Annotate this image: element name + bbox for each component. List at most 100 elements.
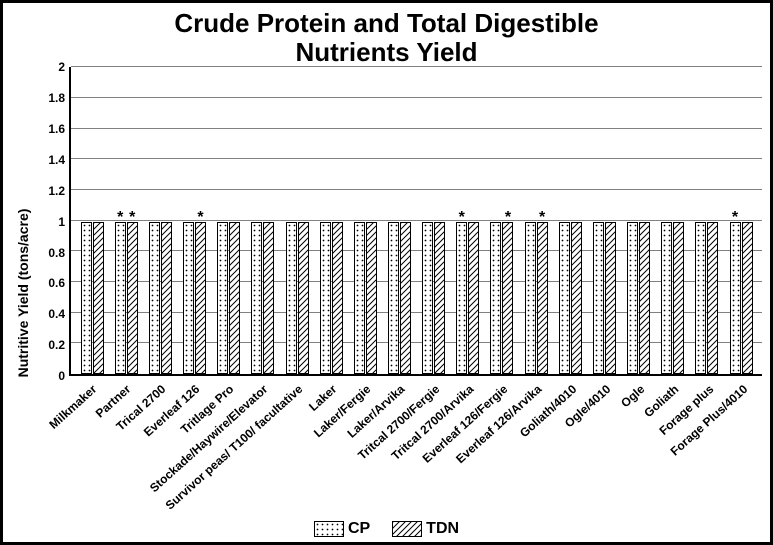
x-label-slot: Survivor peas/ T100/ facultative [279, 376, 313, 518]
bar-group: * [485, 222, 519, 374]
bar-tdn [605, 222, 616, 374]
y-tick: 1.8 [48, 91, 65, 105]
x-label-slot: Forage plus [690, 376, 724, 518]
bar-cp [422, 222, 433, 374]
bar-tdn [400, 222, 411, 374]
bar-group: * [177, 222, 211, 374]
bar-cp [149, 222, 160, 374]
legend-item-cp: CP [314, 520, 370, 538]
significance-star: * [539, 209, 545, 227]
significance-star: * [129, 209, 135, 227]
bar-cp: * [456, 222, 467, 374]
x-label-slot: Goliath/4010 [553, 376, 587, 518]
bar-group [246, 222, 280, 374]
bar-tdn [742, 222, 753, 374]
bar-group [348, 222, 382, 374]
bar-group [553, 222, 587, 374]
bar-cp [251, 222, 262, 374]
bar-group [587, 222, 621, 374]
x-labels: MilkmakerPartnerTrical 2700Everleaf 126T… [69, 376, 762, 518]
bar-group [382, 222, 416, 374]
legend: CP TDN [11, 518, 762, 538]
bar-group [143, 222, 177, 374]
bar-cp [388, 222, 399, 374]
bar-cp [354, 222, 365, 374]
bar-tdn: * [537, 222, 548, 374]
bar-tdn [93, 222, 104, 374]
significance-star: * [459, 209, 465, 227]
x-label-slot: Everleaf 126/Fergie [484, 376, 518, 518]
chart-title: Crude Protein and Total Digestible Nutri… [11, 9, 762, 67]
bar-tdn [161, 222, 172, 374]
bar-cp [183, 222, 194, 374]
bar-group: ** [109, 222, 143, 374]
bar-group [75, 222, 109, 374]
bar-tdn [263, 222, 274, 374]
significance-star: * [732, 209, 738, 227]
bar-group [690, 222, 724, 374]
bar-cp [81, 222, 92, 374]
grid-zone: 00.20.40.60.811.21.41.61.82 ******* [35, 67, 762, 376]
x-labels-inner: MilkmakerPartnerTrical 2700Everleaf 126T… [69, 376, 762, 518]
bar-tdn [468, 222, 479, 374]
y-axis-label: Nutritive Yield (tons/acre) [15, 208, 31, 377]
bar-tdn: * [127, 222, 138, 374]
plot-row: Nutritive Yield (tons/acre) 00.20.40.60.… [11, 67, 762, 518]
significance-star: * [505, 209, 511, 227]
y-axis-label-wrap: Nutritive Yield (tons/acre) [11, 67, 35, 518]
bar-tdn [707, 222, 718, 374]
bar-tdn [639, 222, 650, 374]
bar-cp: * [730, 222, 741, 374]
bar-cp [559, 222, 570, 374]
bar-group [622, 222, 656, 374]
bar-tdn [434, 222, 445, 374]
y-tick: 0.2 [48, 338, 65, 352]
bar-group [656, 222, 690, 374]
x-label-slot: Forage Plus/4010 [724, 376, 758, 518]
y-tick: 2 [58, 60, 65, 74]
legend-label-cp: CP [348, 520, 370, 537]
bars-container: ******* [71, 67, 762, 374]
bar-cp [525, 222, 536, 374]
plot-area: ******* [69, 67, 762, 376]
bar-tdn [229, 222, 240, 374]
bar-group [417, 222, 451, 374]
bar-tdn [332, 222, 343, 374]
bar-cp [695, 222, 706, 374]
y-tick: 1 [58, 215, 65, 229]
bar-cp [490, 222, 501, 374]
bar-group: * [724, 222, 758, 374]
chart-frame: Crude Protein and Total Digestible Nutri… [0, 0, 773, 545]
legend-label-tdn: TDN [426, 520, 459, 537]
bar-cp [593, 222, 604, 374]
bar-tdn: * [195, 222, 206, 374]
x-label-slot: Everleaf 126/Arvika [518, 376, 552, 518]
y-tick: 0.8 [48, 246, 65, 260]
axis-zone: 00.20.40.60.811.21.41.61.82 ******* Milk… [35, 67, 762, 518]
bar-cp [627, 222, 638, 374]
legend-swatch-cp [314, 521, 344, 537]
bar-tdn: * [502, 222, 513, 374]
bar-group [280, 222, 314, 374]
x-label-slot: Partner [107, 376, 141, 518]
bar-tdn [366, 222, 377, 374]
x-label-slot: Ogle/4010 [587, 376, 621, 518]
y-ticks: 00.20.40.60.811.21.41.61.82 [35, 67, 69, 376]
significance-star: * [117, 209, 123, 227]
bar-group: * [451, 222, 485, 374]
bar-cp: * [115, 222, 126, 374]
y-tick: 1.4 [48, 153, 65, 167]
bar-cp [286, 222, 297, 374]
x-label-slot: Laker [313, 376, 347, 518]
significance-star: * [197, 209, 203, 227]
y-tick: 0 [58, 369, 65, 383]
bar-cp [661, 222, 672, 374]
x-label: Milkmaker [47, 382, 100, 432]
title-line-2: Nutrients Yield [295, 37, 477, 67]
x-label-slot: Stockade/Haywire/Elevator [244, 376, 278, 518]
bar-cp [217, 222, 228, 374]
bar-group: * [519, 222, 553, 374]
x-label-slot: Ogle [621, 376, 655, 518]
bar-tdn [298, 222, 309, 374]
y-tick: 0.6 [48, 276, 65, 290]
